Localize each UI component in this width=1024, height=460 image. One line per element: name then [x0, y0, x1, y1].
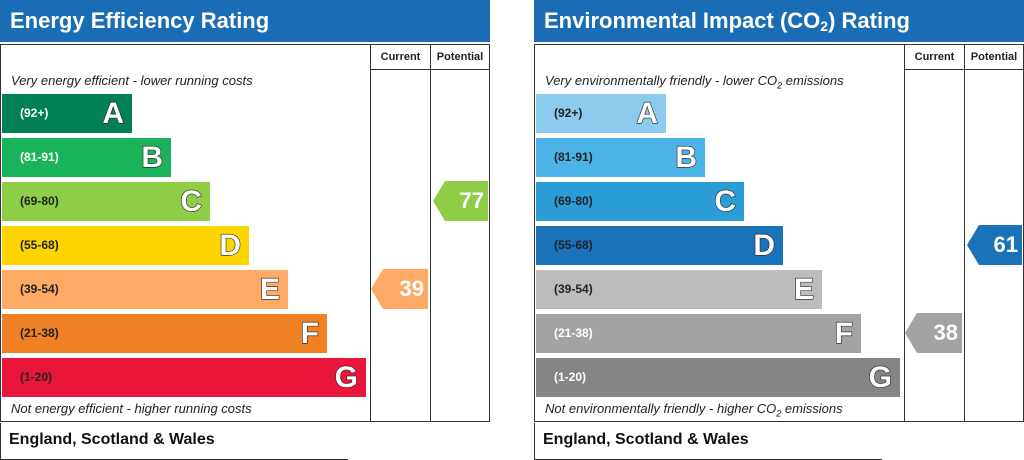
rating-band-g: (1-20) G	[2, 358, 366, 397]
current-rating-value: 38	[933, 320, 958, 345]
current-rating-marker: 39	[371, 269, 428, 309]
potential-rating-marker: 77	[433, 181, 488, 221]
bottom-note: Not environmentally friendly - higher CO…	[545, 401, 843, 419]
marker-arrow-shape	[371, 269, 428, 309]
band-letter-label: G	[868, 360, 893, 394]
band-range-label: (55-68)	[554, 238, 593, 252]
header-divider	[904, 69, 1023, 70]
band-letter-label: A	[636, 96, 659, 130]
bottom-note: Not energy efficient - higher running co…	[11, 401, 252, 416]
column-divider	[430, 45, 431, 421]
marker-arrow-shape	[967, 225, 1022, 265]
rating-band-c: (69-80) C	[536, 182, 744, 221]
band-letter-label: B	[675, 140, 698, 174]
rating-grid: Current Potential Very energy efficient …	[0, 44, 490, 422]
rating-band-c: (69-80) C	[2, 182, 210, 221]
current-column-header: Current	[380, 51, 421, 63]
band-letter-label: F	[300, 316, 320, 350]
band-range-label: (81-91)	[554, 150, 593, 164]
band-range-label: (69-80)	[20, 194, 59, 208]
rating-band-e: (39-54) E	[536, 270, 822, 309]
band-range-label: (92+)	[554, 106, 583, 120]
rating-band-a: (92+) A	[2, 94, 132, 133]
chart-title: Energy Efficiency Rating	[0, 0, 490, 42]
rating-band-b: (81-91) B	[536, 138, 705, 177]
chart-title: Environmental Impact (CO2) Rating	[534, 0, 1024, 42]
current-rating-value: 39	[399, 276, 424, 301]
band-letter-label: F	[834, 316, 854, 350]
band-range-label: (1-20)	[20, 370, 53, 384]
column-divider	[964, 45, 965, 421]
band-letter-label: E	[259, 272, 280, 306]
column-divider	[370, 45, 371, 421]
rating-band-g: (1-20) G	[536, 358, 900, 397]
current-rating-marker: 38	[905, 313, 962, 353]
band-letter-label: C	[714, 184, 737, 218]
band-range-label: (81-91)	[20, 150, 59, 164]
rating-band-d: (55-68) D	[2, 226, 249, 265]
rating-band-e: (39-54) E	[2, 270, 288, 309]
band-range-label: (39-54)	[20, 282, 59, 296]
band-range-label: (21-38)	[554, 326, 593, 340]
rating-band-b: (81-91) B	[2, 138, 171, 177]
band-letter-label: G	[334, 360, 359, 394]
environmental-impact-panel: Environmental Impact (CO2) Rating Curren…	[534, 0, 1024, 460]
region-footer: England, Scotland & Wales	[0, 423, 348, 460]
region-footer: England, Scotland & Wales	[534, 423, 882, 460]
band-range-label: (21-38)	[20, 326, 59, 340]
header-divider	[370, 69, 489, 70]
potential-column-header: Potential	[970, 51, 1018, 63]
top-note: Very energy efficient - lower running co…	[11, 73, 253, 88]
rating-grid: Current Potential Very environmentally f…	[534, 44, 1024, 422]
band-letter-label: E	[793, 272, 814, 306]
potential-rating-value: 61	[993, 232, 1018, 257]
rating-band-f: (21-38) F	[536, 314, 861, 353]
potential-rating-value: 77	[459, 188, 484, 213]
band-range-label: (39-54)	[554, 282, 593, 296]
band-range-label: (55-68)	[20, 238, 59, 252]
band-letter-label: A	[102, 96, 125, 130]
rating-band-a: (92+) A	[536, 94, 666, 133]
marker-arrow-shape	[433, 181, 488, 221]
column-divider	[904, 45, 905, 421]
band-range-label: (92+)	[20, 106, 49, 120]
band-range-label: (1-20)	[554, 370, 587, 384]
marker-arrow-shape	[905, 313, 962, 353]
rating-band-f: (21-38) F	[2, 314, 327, 353]
top-note: Very environmentally friendly - lower CO…	[545, 73, 844, 91]
band-letter-label: D	[219, 228, 242, 262]
rating-band-d: (55-68) D	[536, 226, 783, 265]
current-column-header: Current	[914, 51, 955, 63]
band-letter-label: B	[141, 140, 164, 174]
band-letter-label: D	[753, 228, 776, 262]
potential-column-header: Potential	[436, 51, 484, 63]
potential-rating-marker: 61	[967, 225, 1022, 265]
band-letter-label: C	[180, 184, 203, 218]
energy-efficiency-panel: Energy Efficiency Rating Current Potenti…	[0, 0, 490, 460]
band-range-label: (69-80)	[554, 194, 593, 208]
